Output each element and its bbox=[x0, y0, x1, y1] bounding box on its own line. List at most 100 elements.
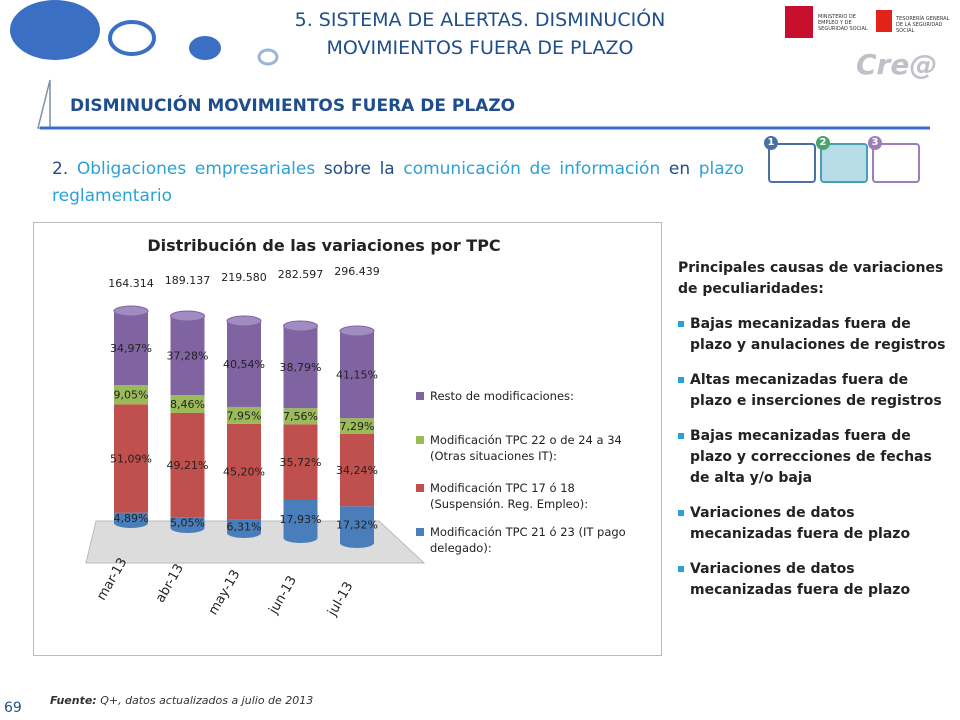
data-label: 17,32% bbox=[336, 519, 378, 532]
x-tick-label: jul-13 bbox=[325, 580, 357, 620]
bar-segment bbox=[283, 408, 318, 425]
heading: 2. Obligaciones empresariales sobre la c… bbox=[52, 156, 744, 210]
legend-item: Modificación TPC 17 ó 18 (Suspensión. Re… bbox=[416, 480, 630, 512]
legend-item: Modificación TPC 22 o de 24 a 34 (Otras … bbox=[416, 432, 630, 464]
data-label: 7,56% bbox=[283, 410, 318, 423]
x-tick-label: abr-13 bbox=[153, 562, 187, 606]
legend-label: Modificación TPC 22 o de 24 a 34 (Otras … bbox=[430, 433, 622, 463]
data-label: 9,05% bbox=[114, 389, 149, 402]
logo-text: MINISTERIO DE EMPLEO Y DE SEGURIDAD SOCI… bbox=[818, 14, 868, 32]
bar-segment bbox=[170, 395, 205, 413]
data-label: 51,09% bbox=[110, 452, 152, 465]
legend-item: Resto de modificaciones: bbox=[416, 388, 630, 404]
step-box: 1 bbox=[764, 136, 816, 183]
chart-frame: Distribución de las variaciones por TPC … bbox=[33, 222, 662, 656]
chart: Distribución de las variaciones por TPC … bbox=[85, 236, 501, 620]
heading-part: comunicación de información bbox=[403, 159, 661, 179]
source-text: Q+, datos actualizados a julio de 2013 bbox=[100, 694, 314, 707]
brand-logo: Cre@ bbox=[856, 48, 938, 81]
total-label: 189.137 bbox=[165, 274, 211, 287]
bullet: Altas mecanizadas fuera de plazo e inser… bbox=[678, 370, 946, 412]
side-intro: Principales causas de variaciones de pec… bbox=[678, 260, 944, 297]
page-number: 69 bbox=[4, 700, 22, 716]
cylinder-top bbox=[226, 315, 262, 327]
legend-swatch bbox=[416, 528, 424, 536]
decoration bbox=[10, 0, 930, 130]
legend-swatch bbox=[416, 436, 424, 444]
source-label: Fuente: bbox=[50, 694, 97, 707]
bullet: Bajas mecanizadas fuera de plazo y corre… bbox=[678, 426, 946, 489]
heading-part: en bbox=[668, 159, 691, 179]
data-label: 37,28% bbox=[167, 350, 209, 363]
x-tick-label: may-13 bbox=[206, 568, 244, 618]
legend-swatch bbox=[416, 484, 424, 492]
legend-label: Resto de modificaciones: bbox=[430, 389, 574, 403]
data-label: 40,54% bbox=[223, 358, 265, 371]
legend-swatch bbox=[416, 392, 424, 400]
bar-segment bbox=[114, 311, 148, 386]
bar-segment bbox=[340, 331, 374, 419]
step-number: 3 bbox=[868, 136, 882, 150]
bar-segment bbox=[340, 418, 374, 434]
section-title: DISMINUCIÓN MOVIMIENTOS FUERA DE PLAZO bbox=[70, 96, 516, 116]
title-line: 5. SISTEMA DE ALERTAS. DISMINUCIÓN bbox=[294, 9, 666, 31]
data-label: 6,31% bbox=[227, 520, 262, 533]
data-label: 41,15% bbox=[336, 369, 378, 382]
data-label: 8,46% bbox=[170, 398, 205, 411]
cylinder-top bbox=[339, 325, 375, 337]
data-label: 34,24% bbox=[336, 464, 378, 477]
bullet: Bajas mecanizadas fuera de plazo y anula… bbox=[678, 314, 946, 356]
bar-segment bbox=[283, 326, 318, 409]
bar-segment bbox=[340, 506, 374, 543]
bar-segment bbox=[227, 519, 261, 533]
bullet: Variaciones de datos mecanizadas fuera d… bbox=[678, 559, 946, 601]
bar-segment bbox=[114, 385, 148, 405]
cylinder-top bbox=[113, 305, 149, 317]
bar-segment bbox=[114, 512, 148, 523]
bar-segment bbox=[170, 316, 205, 396]
data-label: 7,95% bbox=[227, 409, 262, 422]
legend-label: Modificación TPC 21 ó 23 (IT pago delega… bbox=[430, 525, 626, 555]
bar-segment bbox=[227, 406, 261, 424]
bar-segment bbox=[170, 517, 205, 528]
heading-part: sobre la bbox=[323, 159, 395, 179]
total-label: 282.597 bbox=[278, 268, 324, 281]
x-tick-label: jun-13 bbox=[266, 574, 300, 618]
cylinder-top bbox=[170, 310, 205, 322]
bar-segment bbox=[114, 404, 148, 513]
total-label: 164.314 bbox=[108, 277, 154, 290]
footer: Fuente: Q+, datos actualizados a julio d… bbox=[50, 694, 313, 707]
title-line: MOVIMIENTOS FUERA DE PLAZO bbox=[326, 37, 634, 59]
legend-item: Modificación TPC 21 ó 23 (IT pago delega… bbox=[416, 524, 630, 556]
total-label: 296.439 bbox=[334, 265, 380, 278]
data-label: 38,79% bbox=[280, 361, 322, 374]
step-number: 2 bbox=[816, 136, 830, 150]
bar-segment bbox=[227, 321, 261, 407]
bar-segment bbox=[283, 424, 318, 500]
bar-segment bbox=[227, 423, 261, 520]
bar-segment bbox=[170, 412, 205, 518]
data-label: 35,72% bbox=[280, 456, 322, 469]
data-label: 49,21% bbox=[167, 459, 209, 472]
bar-segment bbox=[340, 433, 374, 507]
logo-text: TESORERÍA GENERAL DE LA SEGURIDAD SOCIAL bbox=[896, 16, 950, 34]
data-label: 17,93% bbox=[280, 513, 322, 526]
data-label: 45,20% bbox=[223, 466, 265, 479]
total-label: 219.580 bbox=[221, 271, 267, 284]
data-label: 34,97% bbox=[110, 342, 152, 355]
data-label: 4,89% bbox=[114, 512, 149, 525]
step-number: 1 bbox=[764, 136, 778, 150]
chart-title: Distribución de las variaciones por TPC bbox=[147, 236, 500, 255]
heading-part: 2. bbox=[52, 159, 69, 179]
data-label: 7,29% bbox=[340, 420, 375, 433]
slide-title: 5. SISTEMA DE ALERTAS. DISMINUCIÓN MOVIM… bbox=[250, 6, 710, 62]
side-text: Principales causas de variaciones de pec… bbox=[678, 258, 946, 601]
step-box: 3 bbox=[868, 136, 920, 183]
data-label: 5,05% bbox=[170, 517, 205, 530]
cylinder-top bbox=[283, 320, 318, 332]
bar-segment bbox=[283, 499, 318, 538]
heading-part: Obligaciones empresariales bbox=[76, 159, 316, 179]
legend-label: Modificación TPC 17 ó 18 (Suspensión. Re… bbox=[430, 481, 589, 511]
step-box: 2 bbox=[816, 136, 868, 183]
